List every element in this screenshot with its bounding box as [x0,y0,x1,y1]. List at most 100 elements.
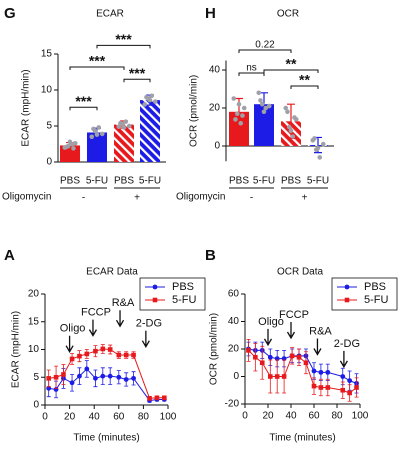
y-tick-label: 5 [33,372,39,383]
marker [93,375,98,381]
annotation-arrow [141,330,150,349]
chart-title: ECAR [96,9,124,20]
data-point [121,125,127,130]
annotation-arrow [339,350,348,369]
annotation-arrow [263,328,273,347]
data-point [233,117,238,122]
data-point [89,134,95,140]
marker [69,380,75,386]
marker [311,383,317,389]
x-tick-label: PBS [114,176,134,187]
annotation-label: 2-DG [334,338,360,350]
marker [162,395,167,401]
x-tick-label: 40 [285,411,297,422]
data-point [288,128,294,134]
bar [114,124,134,162]
x-tick-label: 5-FU [139,176,161,187]
group-label: + [302,193,308,204]
bracket [69,106,98,111]
bar [87,132,107,162]
x-axis-label: Time (minutes) [73,433,139,444]
data-point [91,126,96,132]
annotation-arrow [313,338,322,356]
data-point [64,144,69,150]
marker [347,390,352,396]
data-point [152,99,158,104]
panel-letter: A [4,247,15,264]
annotation-label: FCCP [279,309,309,321]
y-tick-label: 15 [41,49,53,60]
marker [93,348,98,354]
bracket-label: ns [246,63,257,74]
data-point [72,140,78,146]
legend-label: PBS [364,281,386,293]
legend-box [331,277,398,311]
marker [325,369,331,375]
y-tick-label: 20 [228,344,240,355]
marker [154,395,160,401]
marker [281,374,287,379]
x-tick-label: PBS [229,176,249,187]
x-tick-label: 100 [352,411,369,422]
annotation-label: R&A [112,297,135,309]
y-axis-label: OCR (pmol/min) [189,75,200,147]
marker [259,360,265,366]
annotation-label: R&A [309,325,332,337]
data-point [258,98,263,103]
data-point [320,141,326,147]
series-line [48,348,165,399]
x-tick-label: 100 [160,412,177,423]
marker [289,353,295,359]
marker [131,375,136,381]
data-point [240,113,245,118]
chart-title: OCR Data [277,267,324,278]
marker [77,373,82,379]
marker [46,376,51,381]
data-point [317,155,323,160]
bar [140,100,160,162]
data-point [234,111,240,116]
legend-label: 5-FU [364,294,389,306]
marker [340,374,346,379]
data-point [256,90,262,96]
bracket [238,72,265,77]
marker [311,368,317,374]
data-point [315,145,321,151]
marker [69,356,75,362]
x-tick-label: 80 [138,412,150,423]
marker [46,385,52,391]
annotation-label: Oligo [60,323,86,335]
data-point [261,109,267,115]
data-point [126,123,132,129]
marker [100,373,106,379]
marker [246,348,251,353]
y-axis-label: ECAR (mpH/min) [11,311,22,388]
data-point [94,132,100,137]
x-tick-label: 0 [42,412,48,423]
group-title: Oligomycin [2,192,51,203]
bracket [238,49,292,54]
panel-letter: H [205,5,216,22]
bracket [263,69,319,73]
marker [107,347,113,352]
bracket [96,44,151,49]
y-tick-label: 0 [214,141,220,152]
marker [107,373,113,379]
annotation-label: Oligo [258,316,284,328]
x-axis-label: Time (minutes) [269,433,335,444]
marker [303,360,309,366]
data-point [286,124,292,130]
y-tick-label: 15 [28,316,40,327]
y-tick-label: 0 [33,400,39,411]
marker [296,354,302,360]
data-point [67,139,73,145]
x-tick-label: 40 [89,412,101,423]
marker [147,396,152,401]
marker [123,352,129,358]
x-tick-label: 5-FU [86,176,108,187]
x-tick-label: 5-FU [307,176,329,187]
marker [61,372,66,377]
annotation-label: 2-DG [136,318,162,330]
data-point [71,146,76,151]
